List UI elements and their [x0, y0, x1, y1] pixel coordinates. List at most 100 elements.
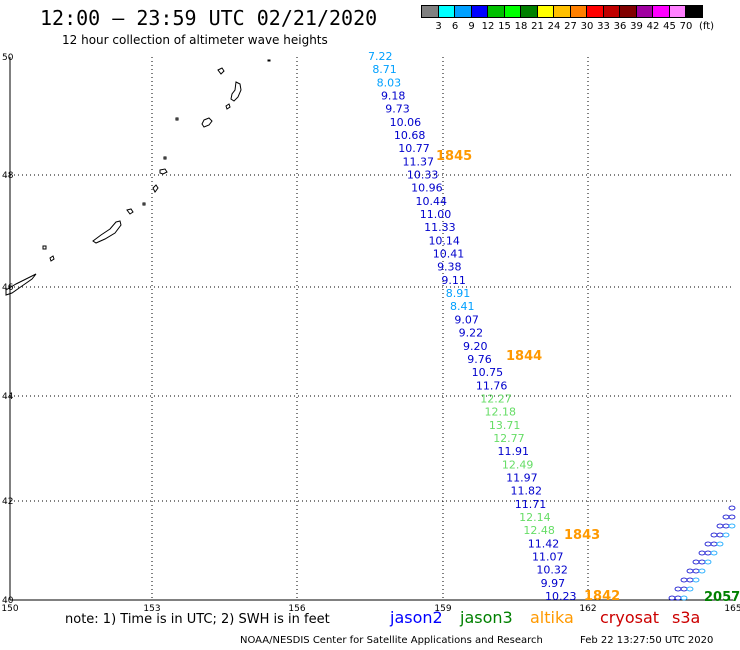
wave-height-label: 10.23 [545, 590, 577, 603]
wave-height-label: 9.11 [441, 274, 466, 287]
east-track-cluster [668, 505, 736, 601]
island [49, 255, 55, 262]
wave-height-label: 9.07 [454, 313, 479, 326]
color-scale-swatch [470, 5, 488, 18]
color-scale-label: 39 [630, 21, 643, 32]
wave-height-track: 7.228.718.039.189.7310.0610.6810.7711.37… [368, 50, 740, 605]
map-grid: 150 153 156 159 162 165 50 48 46 44 42 40 [1, 53, 740, 614]
coastline [5, 59, 271, 296]
color-scale-swatch [602, 5, 620, 18]
wave-height-label: 12.14 [519, 511, 551, 524]
pass-time-label: 1843 [564, 528, 600, 543]
color-scale-swatch [503, 5, 521, 18]
wave-height-label: 10.44 [415, 195, 447, 208]
cluster-mark [686, 586, 694, 592]
wave-height-label: 12.49 [502, 458, 533, 471]
cluster-mark [722, 514, 730, 520]
color-scale-swatch [635, 5, 653, 18]
legend-s3a: s3a [672, 608, 701, 627]
cluster-mark [728, 505, 736, 511]
footer-note: note: 1) Time is in UTC; 2) SWH is in fe… [65, 612, 330, 627]
cluster-mark [686, 568, 694, 574]
wave-height-label: 10.77 [398, 142, 430, 155]
cluster-mark [722, 532, 730, 538]
wave-height-label: 9.22 [459, 327, 484, 340]
wave-height-label: 11.07 [532, 550, 564, 563]
cluster-mark [710, 541, 718, 547]
color-scale-label: 45 [663, 21, 676, 32]
color-scale-labels: 3 6 9 12 15 18 21 24 27 30 33 36 39 42 45 70 (ft) [422, 21, 732, 33]
cluster-mark [680, 595, 688, 601]
cluster-mark [728, 514, 736, 520]
cluster-mark [716, 523, 724, 529]
cluster-mark [722, 523, 730, 529]
color-scale-swatch [454, 5, 472, 18]
color-scale-label: 36 [613, 21, 627, 32]
wave-height-label: 9.18 [381, 90, 406, 103]
cluster-mark [674, 586, 682, 592]
cluster-mark [716, 532, 724, 538]
island [230, 81, 242, 102]
wave-height-label: 10.68 [394, 129, 426, 142]
cluster-mark [698, 568, 706, 574]
cluster-mark [692, 559, 700, 565]
color-scale-label: 42 [646, 21, 660, 32]
wave-height-label: 10.96 [411, 182, 443, 195]
island [126, 208, 134, 215]
island [5, 273, 37, 296]
wave-height-label: 12.27 [480, 392, 512, 405]
color-scale-label: 70 [679, 21, 693, 32]
lat-tick-label: 44 [2, 392, 14, 402]
generated-timestamp: Feb 22 13:27:50 UTC 2020 [580, 635, 714, 646]
cluster-mark [728, 523, 736, 529]
cluster-mark [716, 541, 724, 547]
wave-height-label: 10.75 [472, 366, 504, 379]
cluster-mark [680, 577, 688, 583]
lon-tick-label: 150 [1, 604, 18, 614]
lat-tick-label: 50 [2, 53, 14, 63]
wave-height-label: 9.20 [463, 340, 488, 353]
cluster-mark [710, 550, 718, 556]
wave-height-label: 11.71 [515, 498, 547, 511]
color-scale-swatch [619, 5, 637, 18]
cluster-mark [692, 577, 700, 583]
cluster-mark [680, 586, 688, 592]
island [92, 220, 122, 244]
wave-height-label: 10.41 [433, 248, 465, 261]
lat-tick-label: 40 [2, 596, 14, 606]
color-scale-label: 27 [564, 21, 577, 32]
cluster-mark [704, 541, 712, 547]
color-scale-label: 30 [580, 21, 594, 32]
color-scale-label: (ft) [698, 21, 715, 32]
color-scale-swatch [685, 5, 703, 18]
cluster-mark [704, 559, 712, 565]
pass-time-label: 1845 [436, 149, 472, 164]
lon-tick-label: 156 [288, 604, 305, 614]
wave-height-label: 9.73 [385, 103, 410, 116]
island [152, 184, 159, 193]
wave-height-label: 7.22 [368, 50, 393, 63]
wave-height-label: 10.06 [390, 116, 422, 129]
island [42, 245, 47, 250]
color-scale-label: 12 [481, 21, 495, 32]
legend-jason2: jason2 [390, 608, 443, 627]
wave-height-label: 10.32 [536, 564, 568, 577]
cluster-mark [698, 559, 706, 565]
island [142, 202, 146, 206]
wave-height-label: 9.97 [541, 577, 566, 590]
color-scale-swatch [668, 5, 686, 18]
wave-height-label: 8.91 [446, 287, 471, 300]
wave-height-label: 12.48 [523, 524, 555, 537]
color-scale-label: 24 [547, 21, 561, 32]
wave-height-label: 10.33 [407, 169, 439, 182]
cluster-mark [698, 550, 706, 556]
pass-time-label: 2057 [704, 590, 740, 605]
color-scale-label: 18 [514, 21, 528, 32]
wave-height-label: 9.76 [467, 353, 492, 366]
lat-tick-label: 46 [2, 283, 14, 293]
island [163, 156, 167, 160]
color-scale-label: 9 [468, 21, 475, 32]
wave-height-label: 11.37 [403, 155, 435, 168]
pass-time-label: 1844 [506, 349, 542, 364]
